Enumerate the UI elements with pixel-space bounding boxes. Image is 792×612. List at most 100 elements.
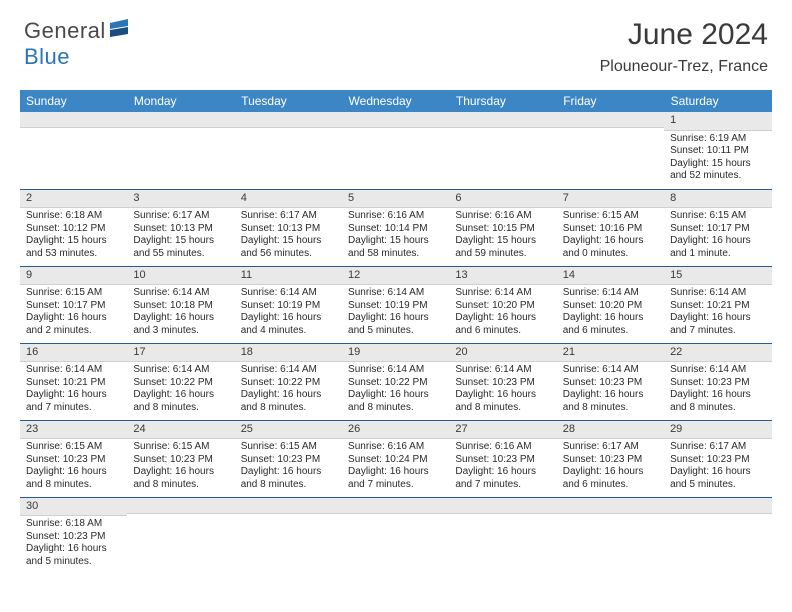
- daylight-text: and 1 minute.: [670, 248, 765, 261]
- daylight-text: and 6 minutes.: [563, 325, 658, 338]
- location: Plouneour-Trez, France: [600, 58, 768, 76]
- calendar-day-cell: 7Sunrise: 6:15 AMSunset: 10:16 PMDayligh…: [557, 189, 664, 266]
- calendar-day-cell: 9Sunrise: 6:15 AMSunset: 10:17 PMDayligh…: [20, 266, 127, 343]
- calendar-day-cell: 20Sunrise: 6:14 AMSunset: 10:23 PMDaylig…: [449, 343, 556, 420]
- day-number: [342, 498, 449, 514]
- day-number: 1: [664, 112, 771, 131]
- day-details: Sunrise: 6:14 AMSunset: 10:20 PMDaylight…: [449, 285, 556, 341]
- daylight-text: Daylight: 15 hours: [670, 158, 765, 171]
- sunset-text: Sunset: 10:16 PM: [563, 223, 658, 236]
- daylight-text: Daylight: 16 hours: [670, 466, 765, 479]
- sunrise-text: Sunrise: 6:15 AM: [26, 287, 121, 300]
- sunrise-text: Sunrise: 6:14 AM: [455, 287, 550, 300]
- calendar-week-row: 16Sunrise: 6:14 AMSunset: 10:21 PMDaylig…: [20, 343, 772, 420]
- calendar-day-cell: 27Sunrise: 6:16 AMSunset: 10:23 PMDaylig…: [449, 420, 556, 497]
- day-details: Sunrise: 6:17 AMSunset: 10:13 PMDaylight…: [127, 208, 234, 264]
- sunset-text: Sunset: 10:12 PM: [26, 223, 121, 236]
- sunset-text: Sunset: 10:23 PM: [241, 454, 336, 467]
- calendar-day-cell: [664, 497, 771, 574]
- day-number: 22: [664, 344, 771, 363]
- day-details: Sunrise: 6:14 AMSunset: 10:22 PMDaylight…: [127, 362, 234, 418]
- calendar-week-row: 30Sunrise: 6:18 AMSunset: 10:23 PMDaylig…: [20, 497, 772, 574]
- day-details: Sunrise: 6:16 AMSunset: 10:14 PMDaylight…: [342, 208, 449, 264]
- calendar-day-cell: 14Sunrise: 6:14 AMSunset: 10:20 PMDaylig…: [557, 266, 664, 343]
- daylight-text: and 8 minutes.: [133, 479, 228, 492]
- day-details: Sunrise: 6:15 AMSunset: 10:23 PMDaylight…: [235, 439, 342, 495]
- sunrise-text: Sunrise: 6:19 AM: [670, 133, 765, 146]
- daylight-text: Daylight: 16 hours: [26, 466, 121, 479]
- daylight-text: and 3 minutes.: [133, 325, 228, 338]
- daylight-text: Daylight: 16 hours: [26, 312, 121, 325]
- calendar-week-row: 23Sunrise: 6:15 AMSunset: 10:23 PMDaylig…: [20, 420, 772, 497]
- sunrise-text: Sunrise: 6:14 AM: [348, 287, 443, 300]
- daylight-text: Daylight: 16 hours: [455, 312, 550, 325]
- day-number: 2: [20, 190, 127, 209]
- sunset-text: Sunset: 10:19 PM: [348, 300, 443, 313]
- day-details: Sunrise: 6:14 AMSunset: 10:21 PMDaylight…: [20, 362, 127, 418]
- sunrise-text: Sunrise: 6:14 AM: [563, 287, 658, 300]
- logo-text-blue: Blue: [24, 44, 70, 69]
- day-details: Sunrise: 6:14 AMSunset: 10:18 PMDaylight…: [127, 285, 234, 341]
- day-number: [449, 498, 556, 514]
- day-number: 3: [127, 190, 234, 209]
- daylight-text: Daylight: 16 hours: [26, 389, 121, 402]
- calendar-day-cell: 3Sunrise: 6:17 AMSunset: 10:13 PMDayligh…: [127, 189, 234, 266]
- day-details: Sunrise: 6:14 AMSunset: 10:22 PMDaylight…: [342, 362, 449, 418]
- sunrise-text: Sunrise: 6:16 AM: [455, 441, 550, 454]
- sunrise-text: Sunrise: 6:15 AM: [241, 441, 336, 454]
- day-number: 21: [557, 344, 664, 363]
- sunset-text: Sunset: 10:24 PM: [348, 454, 443, 467]
- day-details: Sunrise: 6:16 AMSunset: 10:24 PMDaylight…: [342, 439, 449, 495]
- day-number: 5: [342, 190, 449, 209]
- day-details: Sunrise: 6:18 AMSunset: 10:12 PMDaylight…: [20, 208, 127, 264]
- day-header: Saturday: [664, 90, 771, 112]
- sunset-text: Sunset: 10:17 PM: [670, 223, 765, 236]
- day-header: Monday: [127, 90, 234, 112]
- sunrise-text: Sunrise: 6:15 AM: [563, 210, 658, 223]
- calendar-day-cell: 29Sunrise: 6:17 AMSunset: 10:23 PMDaylig…: [664, 420, 771, 497]
- sunrise-text: Sunrise: 6:14 AM: [455, 364, 550, 377]
- day-details: Sunrise: 6:15 AMSunset: 10:17 PMDaylight…: [20, 285, 127, 341]
- calendar-day-cell: 21Sunrise: 6:14 AMSunset: 10:23 PMDaylig…: [557, 343, 664, 420]
- daylight-text: Daylight: 16 hours: [348, 466, 443, 479]
- calendar-table: Sunday Monday Tuesday Wednesday Thursday…: [20, 90, 772, 574]
- daylight-text: and 7 minutes.: [670, 325, 765, 338]
- sunrise-text: Sunrise: 6:17 AM: [133, 210, 228, 223]
- calendar-day-cell: 16Sunrise: 6:14 AMSunset: 10:21 PMDaylig…: [20, 343, 127, 420]
- day-number: 29: [664, 421, 771, 440]
- day-number: [449, 112, 556, 128]
- header: General June 2024 Plouneour-Trez, France: [0, 0, 792, 84]
- day-number: 13: [449, 267, 556, 286]
- sunset-text: Sunset: 10:11 PM: [670, 145, 765, 158]
- day-details: Sunrise: 6:15 AMSunset: 10:23 PMDaylight…: [20, 439, 127, 495]
- day-number: 18: [235, 344, 342, 363]
- daylight-text: Daylight: 16 hours: [348, 389, 443, 402]
- daylight-text: and 7 minutes.: [26, 402, 121, 415]
- daylight-text: and 53 minutes.: [26, 248, 121, 261]
- logo-text-general: General: [24, 18, 106, 44]
- day-details: Sunrise: 6:17 AMSunset: 10:13 PMDaylight…: [235, 208, 342, 264]
- sunrise-text: Sunrise: 6:15 AM: [26, 441, 121, 454]
- sunrise-text: Sunrise: 6:17 AM: [563, 441, 658, 454]
- calendar-day-cell: [449, 497, 556, 574]
- sunset-text: Sunset: 10:22 PM: [133, 377, 228, 390]
- day-details: Sunrise: 6:14 AMSunset: 10:20 PMDaylight…: [557, 285, 664, 341]
- calendar-week-row: 2Sunrise: 6:18 AMSunset: 10:12 PMDayligh…: [20, 189, 772, 266]
- calendar-day-cell: 30Sunrise: 6:18 AMSunset: 10:23 PMDaylig…: [20, 497, 127, 574]
- day-number: [20, 112, 127, 128]
- logo-sub: Blue: [24, 44, 70, 70]
- day-number: 8: [664, 190, 771, 209]
- calendar-day-cell: [235, 112, 342, 189]
- daylight-text: and 8 minutes.: [133, 402, 228, 415]
- day-header: Thursday: [449, 90, 556, 112]
- sunrise-text: Sunrise: 6:16 AM: [455, 210, 550, 223]
- daylight-text: and 7 minutes.: [348, 479, 443, 492]
- sunset-text: Sunset: 10:19 PM: [241, 300, 336, 313]
- sunset-text: Sunset: 10:21 PM: [26, 377, 121, 390]
- daylight-text: and 5 minutes.: [348, 325, 443, 338]
- day-number: 26: [342, 421, 449, 440]
- sunrise-text: Sunrise: 6:15 AM: [670, 210, 765, 223]
- daylight-text: and 6 minutes.: [455, 325, 550, 338]
- calendar-day-cell: 11Sunrise: 6:14 AMSunset: 10:19 PMDaylig…: [235, 266, 342, 343]
- daylight-text: and 8 minutes.: [455, 402, 550, 415]
